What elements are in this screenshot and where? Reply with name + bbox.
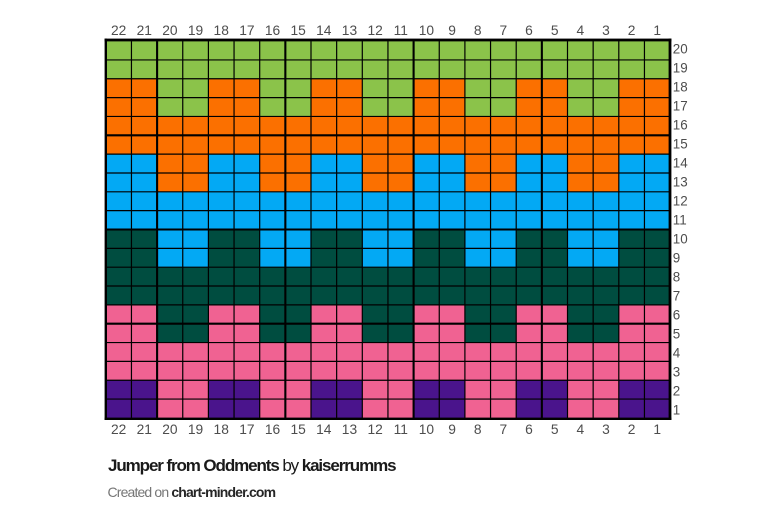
svg-text:3: 3	[602, 422, 610, 437]
svg-text:20: 20	[162, 23, 178, 38]
svg-text:6: 6	[673, 308, 680, 323]
svg-text:3: 3	[602, 23, 610, 38]
svg-text:11: 11	[673, 213, 687, 228]
svg-text:15: 15	[673, 137, 688, 152]
svg-text:1: 1	[653, 422, 661, 437]
svg-text:18: 18	[214, 23, 230, 38]
svg-text:10: 10	[419, 23, 435, 38]
svg-text:14: 14	[316, 23, 332, 38]
svg-text:17: 17	[673, 99, 688, 114]
svg-text:2: 2	[628, 422, 636, 437]
svg-text:15: 15	[290, 422, 306, 437]
svg-text:8: 8	[673, 270, 680, 285]
svg-text:4: 4	[673, 346, 681, 361]
svg-text:6: 6	[525, 23, 533, 38]
svg-text:1: 1	[673, 403, 680, 418]
svg-text:9: 9	[673, 251, 680, 266]
svg-text:5: 5	[551, 23, 559, 38]
svg-text:19: 19	[188, 422, 204, 437]
svg-text:19: 19	[188, 23, 204, 38]
svg-text:3: 3	[673, 365, 680, 380]
svg-text:11: 11	[394, 23, 408, 38]
svg-text:21: 21	[137, 422, 152, 437]
svg-text:8: 8	[474, 422, 482, 437]
svg-text:13: 13	[673, 175, 688, 190]
svg-text:11: 11	[394, 422, 408, 437]
svg-text:2: 2	[628, 23, 636, 38]
svg-text:22: 22	[111, 23, 126, 38]
svg-text:9: 9	[448, 23, 456, 38]
svg-text:9: 9	[448, 422, 456, 437]
svg-text:4: 4	[576, 23, 584, 38]
svg-text:12: 12	[367, 422, 382, 437]
svg-text:20: 20	[673, 42, 688, 57]
svg-text:7: 7	[500, 422, 508, 437]
svg-text:17: 17	[239, 422, 254, 437]
svg-text:10: 10	[419, 422, 435, 437]
svg-text:5: 5	[551, 422, 559, 437]
svg-text:17: 17	[239, 23, 254, 38]
svg-text:1: 1	[653, 23, 661, 38]
svg-text:12: 12	[673, 194, 688, 209]
svg-text:14: 14	[673, 156, 688, 171]
svg-text:18: 18	[214, 422, 230, 437]
svg-text:2: 2	[673, 384, 680, 399]
svg-text:12: 12	[367, 23, 382, 38]
svg-text:7: 7	[500, 23, 508, 38]
svg-text:13: 13	[342, 422, 358, 437]
svg-text:16: 16	[673, 118, 688, 133]
svg-text:21: 21	[137, 23, 152, 38]
svg-text:15: 15	[290, 23, 306, 38]
svg-text:19: 19	[673, 61, 688, 76]
svg-text:5: 5	[673, 327, 680, 342]
svg-text:16: 16	[265, 23, 281, 38]
svg-text:13: 13	[342, 23, 358, 38]
svg-text:18: 18	[673, 80, 688, 95]
svg-text:4: 4	[576, 422, 584, 437]
svg-text:16: 16	[265, 422, 281, 437]
svg-text:14: 14	[316, 422, 332, 437]
svg-text:6: 6	[525, 422, 533, 437]
svg-text:10: 10	[673, 232, 688, 247]
svg-text:20: 20	[162, 422, 178, 437]
svg-text:8: 8	[474, 23, 482, 38]
svg-text:22: 22	[111, 422, 126, 437]
svg-text:7: 7	[673, 289, 680, 304]
